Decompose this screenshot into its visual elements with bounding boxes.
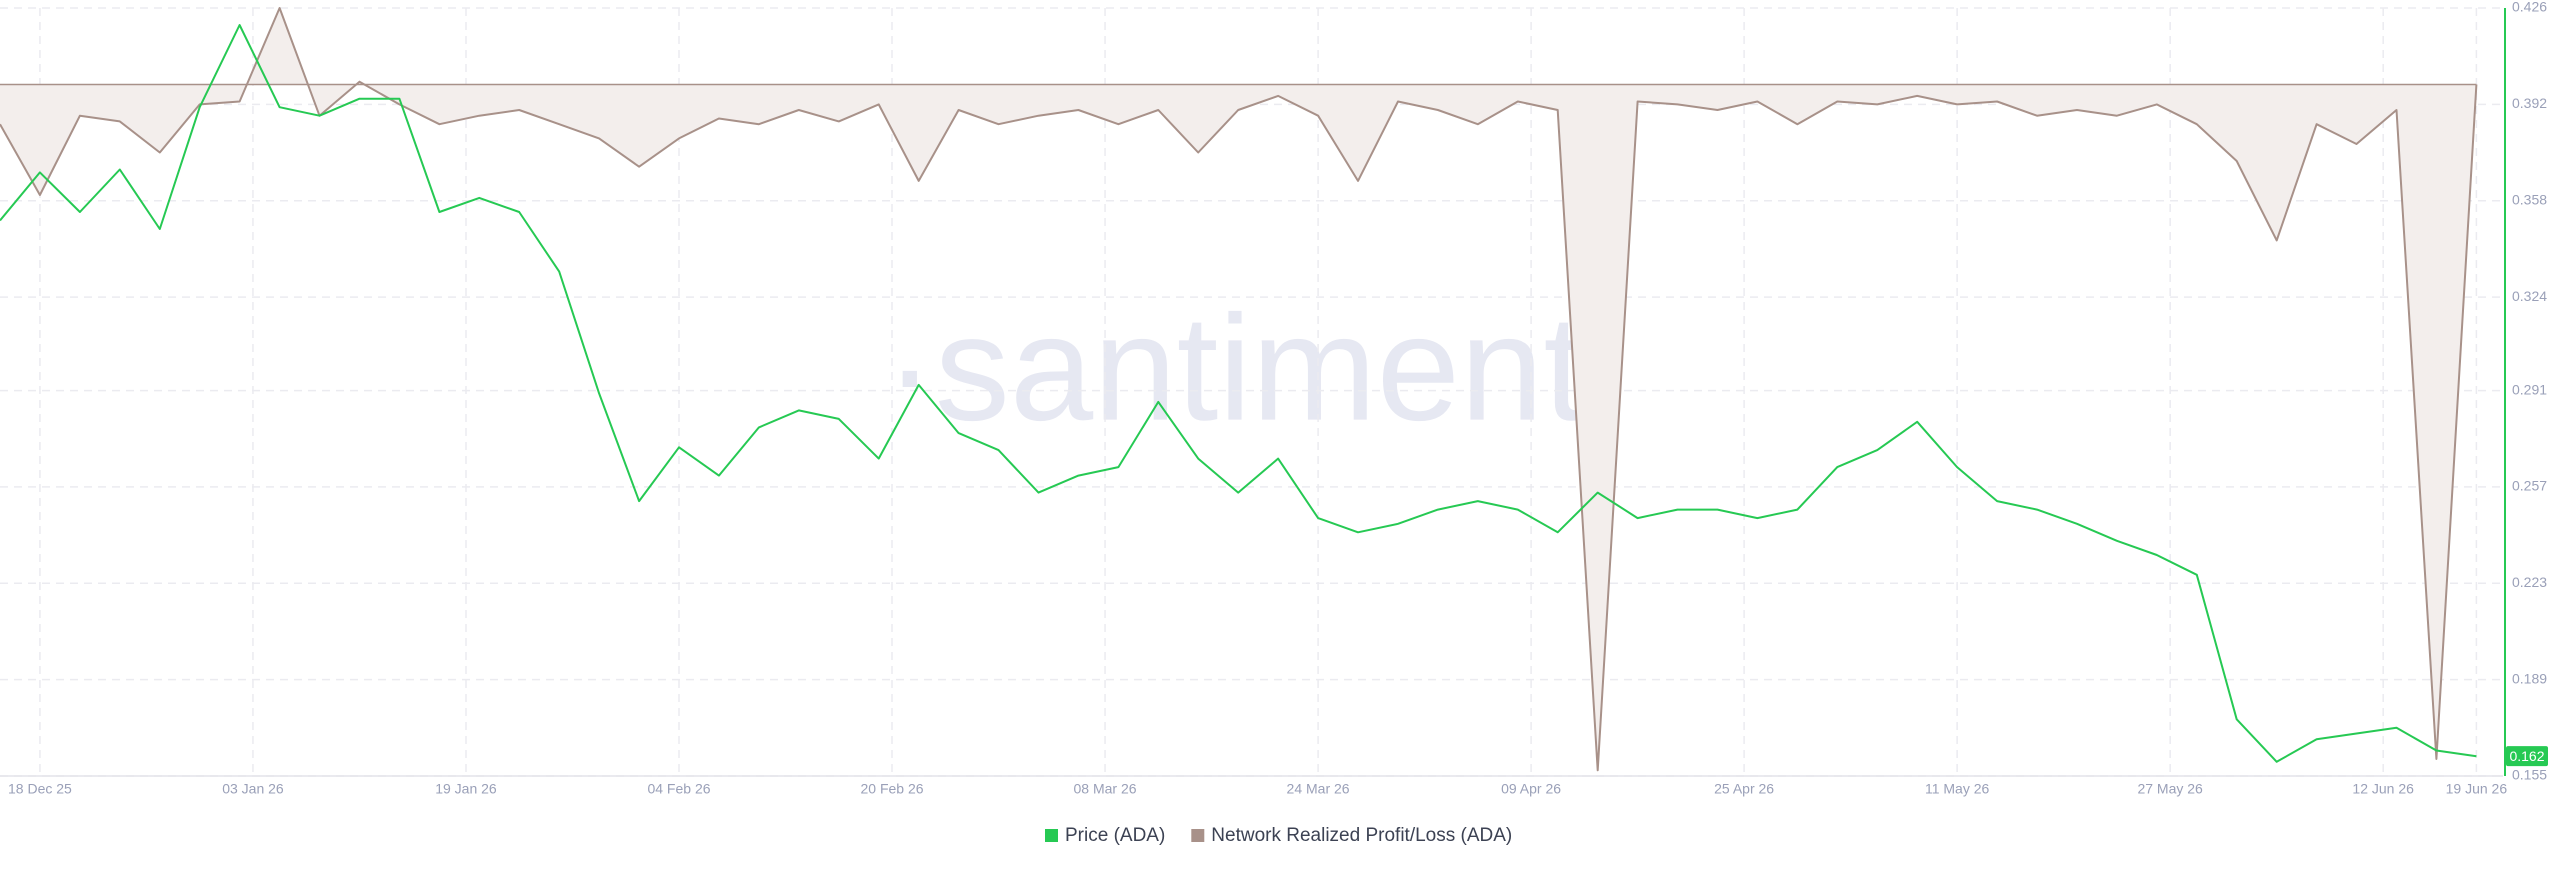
y-tick-label: 0.257 [2512, 478, 2547, 494]
legend-swatch [1045, 829, 1058, 842]
x-tick-label: 25 Apr 26 [1714, 781, 1774, 797]
last-value-label: 0.162 [2509, 748, 2544, 764]
y-tick-label: 0.155 [2512, 767, 2547, 783]
y-tick-label: 0.291 [2512, 381, 2547, 397]
x-tick-label: 03 Jan 26 [222, 781, 284, 797]
y-tick-label: 0.324 [2512, 288, 2547, 304]
y-tick-label: 0.392 [2512, 95, 2547, 111]
y-tick-label: 0.189 [2512, 670, 2547, 686]
x-tick-label: 18 Dec 25 [8, 781, 72, 797]
y-tick-label: 0.223 [2512, 574, 2547, 590]
x-tick-label: 08 Mar 26 [1074, 781, 1137, 797]
x-tick-label: 20 Feb 26 [860, 781, 923, 797]
x-tick-label: 11 May 26 [1925, 781, 1990, 797]
x-tick-label: 27 May 26 [2137, 781, 2203, 797]
y-tick-label: 0.426 [2512, 0, 2547, 15]
watermark: ·santiment· [885, 284, 1635, 452]
x-tick-label: 19 Jan 26 [435, 781, 497, 797]
x-tick-label: 24 Mar 26 [1287, 781, 1350, 797]
legend: Price (ADA) Network Realized Profit/Loss … [1045, 825, 1512, 846]
series-line [0, 24, 2477, 763]
last-value-badge [2506, 746, 2548, 767]
series-line [0, 7, 2478, 772]
x-tick-label: 19 Jun 26 [2446, 781, 2508, 797]
legend-label: Price (ADA) [1065, 825, 1165, 846]
legend-swatch [1191, 829, 1205, 842]
x-tick-label: 04 Feb 26 [647, 781, 710, 797]
legend-label: Network Realized Profit/Loss (ADA) [1211, 825, 1512, 846]
x-tick-label: 12 Jun 26 [2352, 781, 2414, 797]
x-tick-label: 09 Apr 26 [1501, 781, 1561, 797]
y-tick-label: 0.358 [2512, 191, 2547, 207]
